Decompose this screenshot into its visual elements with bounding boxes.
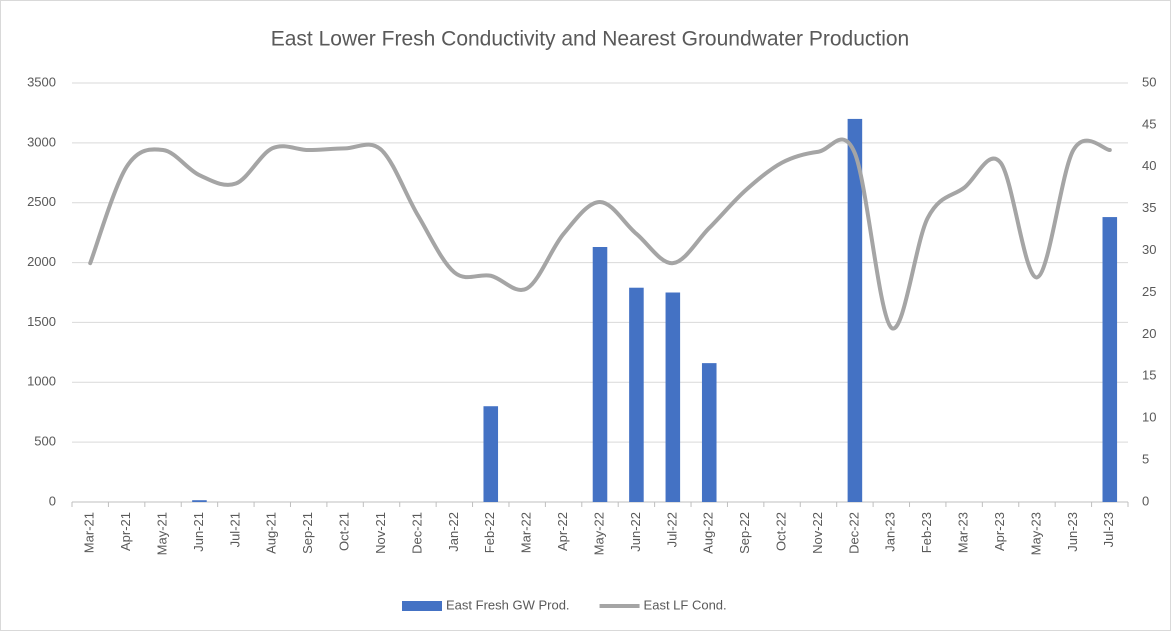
legend-swatch	[402, 601, 442, 611]
bar	[665, 292, 681, 502]
x-tick-label: Apr-22	[555, 512, 570, 551]
x-tick-label: May-21	[154, 512, 169, 555]
y-tick-label: 3500	[27, 74, 56, 89]
x-tick-label: Feb-22	[482, 512, 497, 553]
legend-label: East LF Cond.	[644, 597, 727, 612]
y-tick-label: 500	[34, 434, 56, 449]
y-tick-label: 1000	[27, 374, 56, 389]
x-tick-label: Jul-23	[1101, 512, 1116, 547]
bar	[701, 363, 717, 502]
x-tick-label: Jun-23	[1065, 512, 1080, 552]
x-tick-label: Jul-22	[664, 512, 679, 547]
y2-tick-label: 45	[1142, 116, 1156, 131]
x-tick-label: Oct-21	[337, 512, 352, 551]
x-tick-label: Jul-21	[227, 512, 242, 547]
x-tick-label: Dec-22	[846, 512, 861, 554]
x-tick-label: Aug-21	[264, 512, 279, 554]
x-tick-label: Feb-23	[919, 512, 934, 553]
x-tick-label: Sep-21	[300, 512, 315, 554]
x-tick-label: Nov-22	[810, 512, 825, 554]
chart-title: East Lower Fresh Conductivity and Neares…	[271, 28, 909, 51]
y2-tick-label: 35	[1142, 200, 1156, 215]
bar	[483, 406, 499, 502]
x-tick-label: Jan-22	[446, 512, 461, 552]
x-tick-label: Jun-22	[628, 512, 643, 552]
y-tick-label: 2500	[27, 194, 56, 209]
x-tick-label: Apr-23	[992, 512, 1007, 551]
x-tick-label: Jan-23	[883, 512, 898, 552]
x-tick-label: Dec-21	[409, 512, 424, 554]
x-tick-label: Mar-21	[82, 512, 97, 553]
y2-tick-label: 5	[1142, 452, 1149, 467]
y2-tick-label: 40	[1142, 158, 1156, 173]
x-tick-label: Oct-22	[774, 512, 789, 551]
x-tick-label: Sep-22	[737, 512, 752, 554]
bar	[629, 287, 644, 502]
y-tick-label: 3000	[27, 134, 56, 149]
y2-tick-label: 20	[1142, 326, 1156, 341]
y2-tick-label: 25	[1142, 284, 1156, 299]
legend-label: East Fresh GW Prod.	[446, 597, 570, 612]
x-tick-label: Aug-22	[701, 512, 716, 554]
x-tick-label: Jun-21	[191, 512, 206, 552]
y2-tick-label: 50	[1142, 74, 1156, 89]
x-tick-label: May-22	[591, 512, 606, 555]
x-tick-label: Mar-23	[956, 512, 971, 553]
y2-tick-label: 10	[1142, 410, 1156, 425]
y-tick-label: 0	[49, 493, 56, 508]
line	[88, 137, 1112, 331]
y2-tick-label: 30	[1142, 242, 1156, 257]
bar	[847, 118, 863, 503]
bar	[192, 500, 207, 502]
x-tick-label: Apr-21	[118, 512, 133, 551]
x-tick-label: May-23	[1028, 512, 1043, 555]
bar	[1102, 217, 1118, 502]
y2-tick-label: 15	[1142, 368, 1156, 383]
y-tick-label: 2000	[27, 254, 56, 269]
bar	[592, 247, 608, 502]
y-tick-label: 1500	[27, 314, 56, 329]
x-tick-label: Mar-22	[519, 512, 534, 553]
x-tick-label: Nov-21	[373, 512, 388, 554]
y2-tick-label: 0	[1142, 493, 1149, 508]
